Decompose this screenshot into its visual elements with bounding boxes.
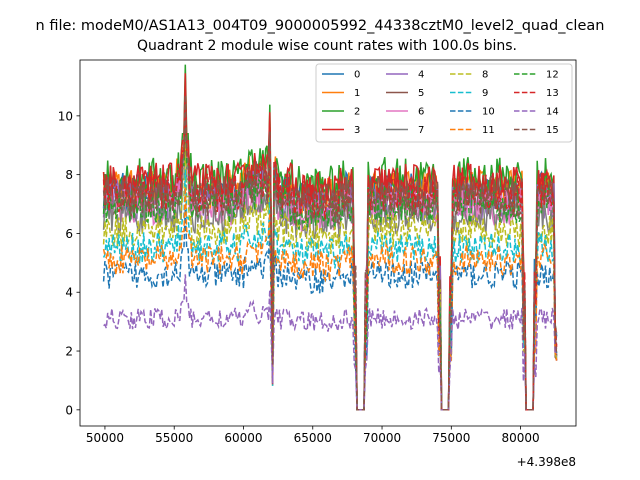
legend-label-6: 6 xyxy=(418,107,424,118)
y-tick-label: 0 xyxy=(65,403,73,417)
y-tick-label: 10 xyxy=(58,109,73,123)
legend-label-5: 5 xyxy=(418,88,424,99)
x-tick-label: 80000 xyxy=(501,431,539,445)
series-line-14 xyxy=(103,274,558,411)
axes-frame xyxy=(79,59,577,427)
x-tick-label: 65000 xyxy=(294,431,332,445)
legend-label-12: 12 xyxy=(546,70,559,81)
legend-label-4: 4 xyxy=(418,70,424,81)
series-line-11 xyxy=(102,186,558,411)
legend-label-1: 1 xyxy=(354,88,360,99)
legend-label-3: 3 xyxy=(354,125,360,136)
x-tick-label: 70000 xyxy=(363,431,401,445)
series-line-9 xyxy=(102,169,558,411)
x-offset-label: +4.398e8 xyxy=(517,455,576,469)
legend-label-8: 8 xyxy=(482,70,488,81)
y-tick-label: 4 xyxy=(65,286,73,300)
legend-label-10: 10 xyxy=(482,107,495,118)
legend-label-0: 0 xyxy=(354,70,360,81)
x-tick-label: 75000 xyxy=(432,431,470,445)
axes: 50000 55000 60000 65000 70000 75000 80000 +4.39… xyxy=(58,59,577,469)
legend-box xyxy=(315,63,573,143)
x-tick-label: 50000 xyxy=(86,431,124,445)
legend-label-15: 15 xyxy=(546,125,559,136)
y-tick-label: 6 xyxy=(65,227,73,241)
legend-label-9: 9 xyxy=(482,88,488,99)
x-tick-label: 60000 xyxy=(224,431,262,445)
legend-label-11: 11 xyxy=(482,125,495,136)
chart-title: Quadrant 2 module wise count rates with … xyxy=(137,38,517,54)
y-tick-label: 2 xyxy=(65,345,73,359)
figure-suptitle: n file: modeM0/AS1A13_004T09_9000005992_… xyxy=(36,18,605,34)
legend-label-2: 2 xyxy=(354,107,360,118)
series-line-10 xyxy=(102,208,558,411)
y-tick-label: 8 xyxy=(65,168,73,182)
legend-label-13: 13 xyxy=(546,88,559,99)
x-tick-label: 55000 xyxy=(155,431,193,445)
series-line-8 xyxy=(102,143,558,411)
legend-label-7: 7 xyxy=(418,125,424,136)
plot-area xyxy=(102,64,558,411)
series-line-15 xyxy=(102,95,558,411)
legend-label-14: 14 xyxy=(546,107,559,118)
